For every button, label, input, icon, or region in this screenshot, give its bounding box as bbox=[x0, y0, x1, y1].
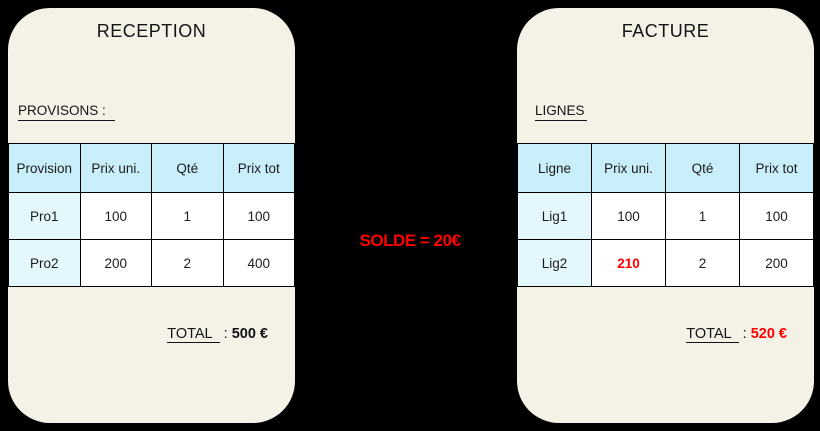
table-cell: 100 bbox=[739, 192, 814, 240]
column-header: Qté bbox=[151, 143, 224, 193]
lignes-table: Ligne Prix uni. Qté Prix tot Lig1 100 1 … bbox=[517, 143, 814, 287]
table-row: Lig2 210 2 200 bbox=[517, 239, 814, 287]
column-header: Provision bbox=[8, 143, 81, 193]
table-cell: 200 bbox=[739, 239, 814, 287]
facture-panel: FACTURE LIGNES Ligne Prix uni. Qté Prix … bbox=[517, 8, 814, 423]
provisions-table: Provision Prix uni. Qté Prix tot Pro1 10… bbox=[8, 143, 295, 287]
table-cell: 2 bbox=[151, 239, 224, 287]
table-cell-mismatch: 210 bbox=[591, 239, 666, 287]
solde-text: SOLDE = 20€ bbox=[359, 231, 461, 250]
table-cell: 400 bbox=[222, 239, 295, 287]
table-cell: 100 bbox=[79, 192, 152, 240]
table-row: Pro1 100 1 100 bbox=[8, 192, 295, 240]
table-cell: Lig1 bbox=[517, 192, 592, 240]
column-header: Prix tot bbox=[222, 143, 295, 193]
reception-title: RECEPTION bbox=[96, 21, 207, 41]
reception-total: TOTAL : 500 € bbox=[167, 326, 268, 343]
lignes-label: LIGNES bbox=[535, 102, 587, 122]
provisions-label: PROVISONS : bbox=[18, 102, 115, 122]
column-header: Prix uni. bbox=[79, 143, 152, 193]
table-header-row: Provision Prix uni. Qté Prix tot bbox=[8, 143, 295, 193]
total-separator: : bbox=[742, 326, 751, 342]
column-header: Ligne bbox=[517, 143, 592, 193]
table-cell: 200 bbox=[79, 239, 152, 287]
table-cell: Pro2 bbox=[8, 239, 81, 287]
reception-panel: RECEPTION PROVISONS : Provision Prix uni… bbox=[8, 8, 295, 423]
table-row: Pro2 200 2 400 bbox=[8, 239, 295, 287]
table-cell: 1 bbox=[151, 192, 224, 240]
table-cell: 2 bbox=[665, 239, 740, 287]
total-separator: : bbox=[223, 326, 232, 342]
table-cell: 100 bbox=[591, 192, 666, 240]
table-cell: Lig2 bbox=[517, 239, 592, 287]
table-header-row: Ligne Prix uni. Qté Prix tot bbox=[517, 143, 814, 193]
column-header: Prix tot bbox=[739, 143, 814, 193]
total-value: 520 € bbox=[750, 326, 787, 342]
column-header: Prix uni. bbox=[591, 143, 666, 193]
total-label: TOTAL bbox=[686, 326, 739, 343]
table-cell: Pro1 bbox=[8, 192, 81, 240]
facture-title: FACTURE bbox=[621, 21, 710, 41]
facture-total: TOTAL : 520 € bbox=[686, 326, 787, 343]
total-value: 500 € bbox=[231, 326, 268, 342]
table-row: Lig1 100 1 100 bbox=[517, 192, 814, 240]
column-header: Qté bbox=[665, 143, 740, 193]
total-label: TOTAL bbox=[167, 326, 220, 343]
table-cell: 1 bbox=[665, 192, 740, 240]
table-cell: 100 bbox=[222, 192, 295, 240]
